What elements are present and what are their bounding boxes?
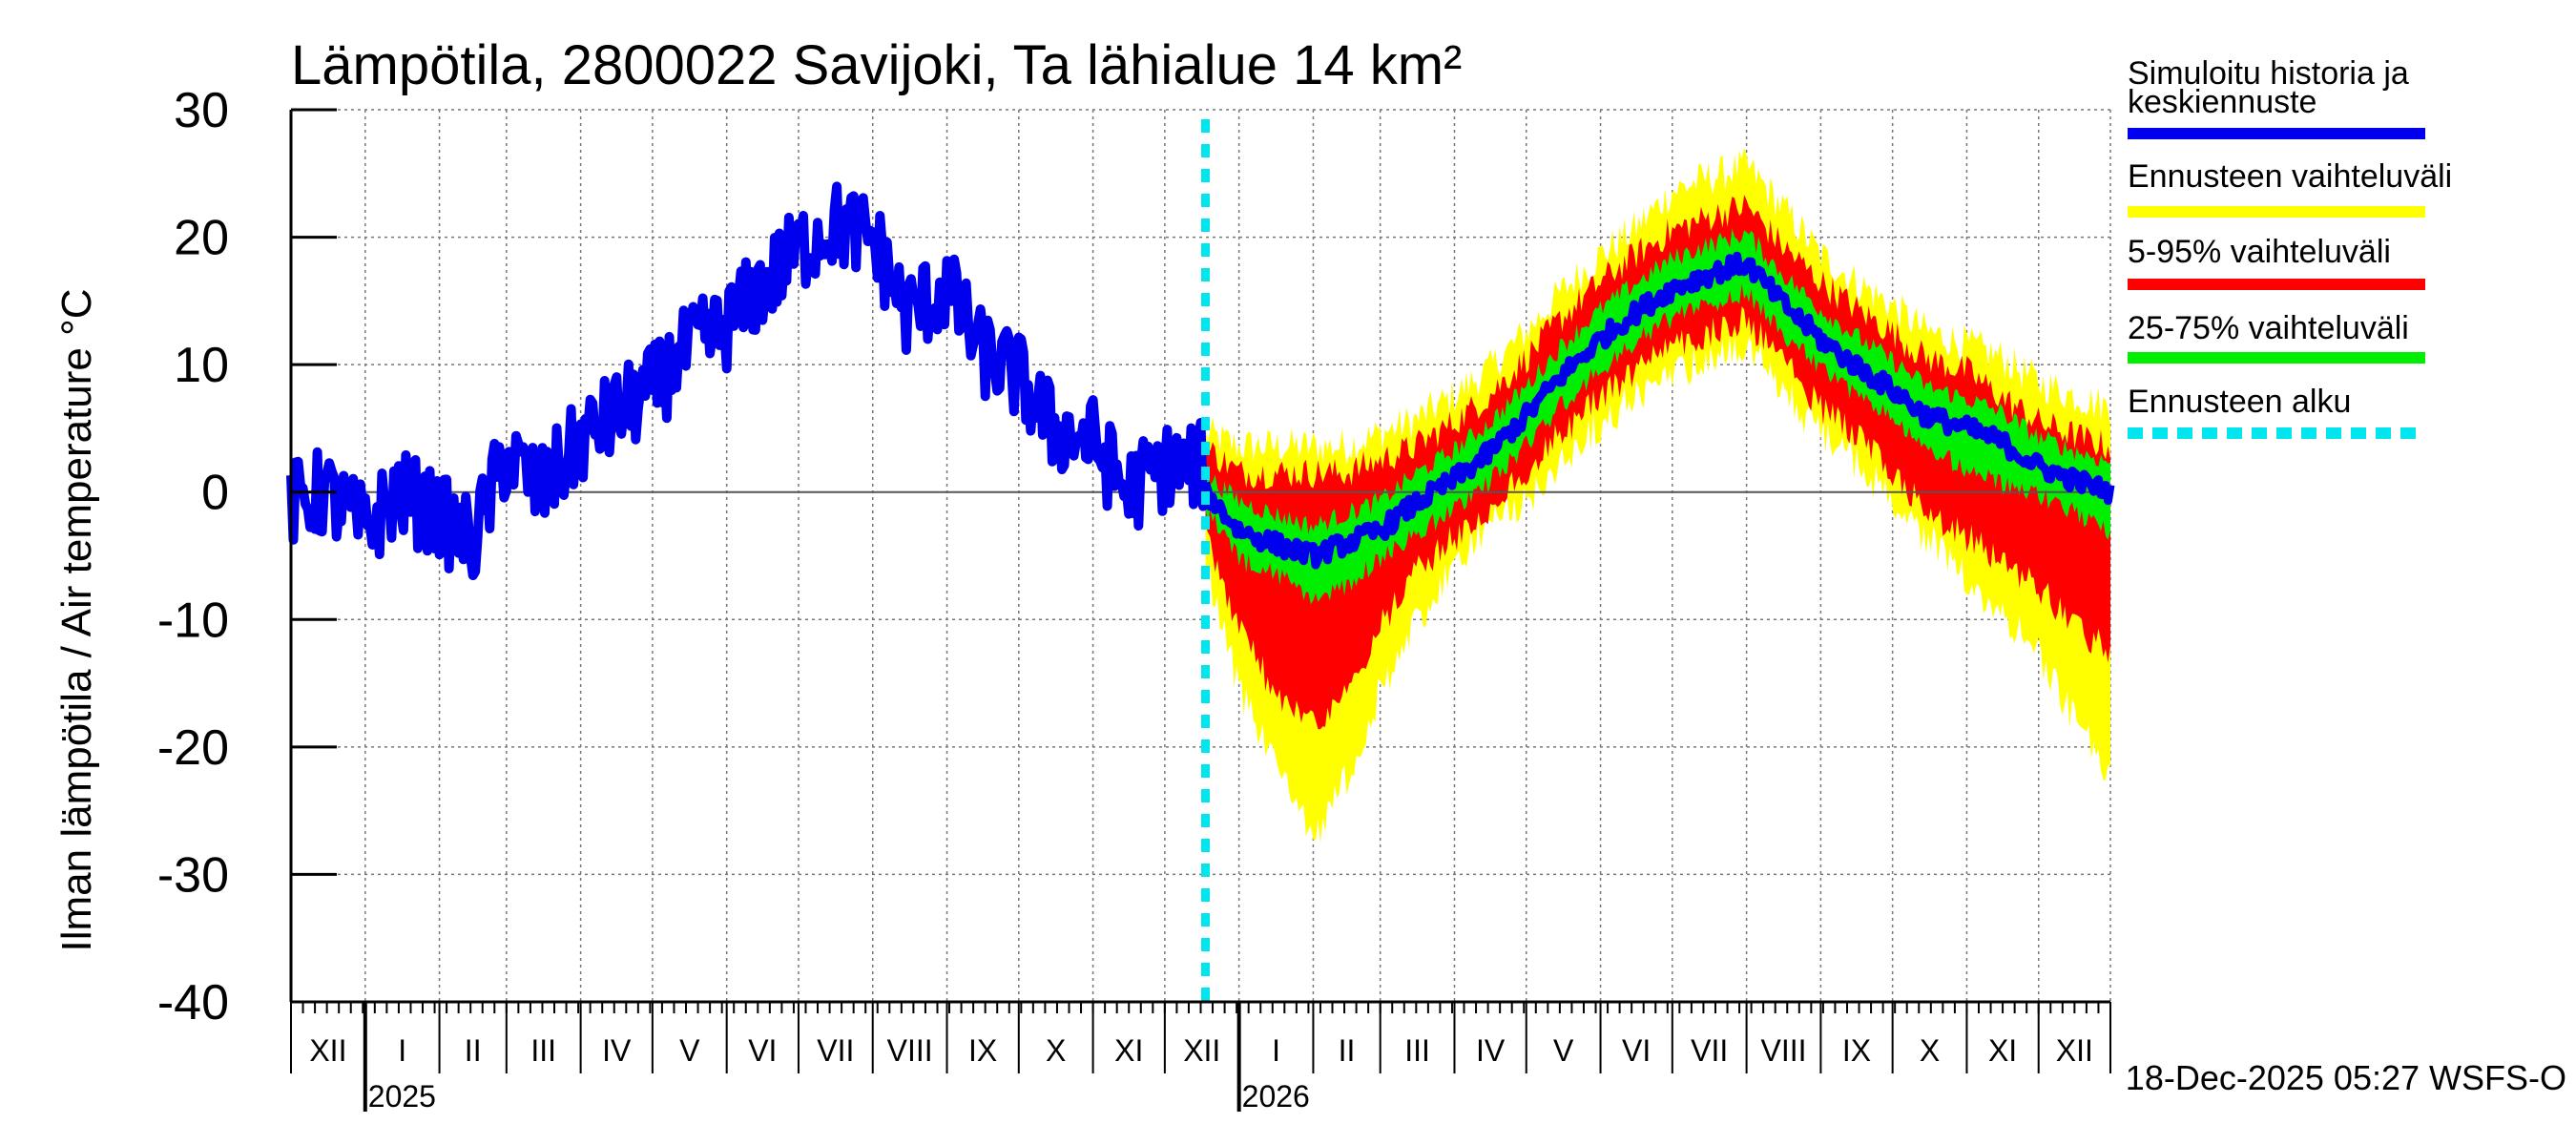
- y-tick-label: 30: [174, 83, 229, 138]
- month-label: VI: [748, 1033, 777, 1068]
- y-tick-label: -10: [157, 593, 229, 648]
- month-label: XI: [1114, 1033, 1143, 1068]
- year-label: 2026: [1242, 1079, 1310, 1114]
- year-label: 2025: [368, 1079, 436, 1114]
- month-label: II: [465, 1033, 482, 1068]
- legend-label: Simuloitu historia ja: [2128, 55, 2409, 92]
- month-label: IX: [968, 1033, 997, 1068]
- month-label: IV: [602, 1033, 632, 1068]
- month-label: VIII: [887, 1033, 933, 1068]
- y-tick-label: 20: [174, 211, 229, 266]
- month-label: X: [1046, 1033, 1066, 1068]
- range-band: [1205, 147, 2110, 843]
- month-label: III: [1404, 1033, 1430, 1068]
- y-axis-label: Ilman lämpötila / Air temperature °C: [53, 289, 100, 952]
- month-label: I: [1272, 1033, 1280, 1068]
- legend-label: keskiennuste: [2128, 84, 2316, 120]
- y-tick-label: 0: [201, 466, 229, 521]
- month-label: X: [1920, 1033, 1940, 1068]
- month-label: II: [1339, 1033, 1356, 1068]
- legend-label: 25-75% vaihteluväli: [2128, 310, 2409, 346]
- series-lines: [286, 119, 2115, 1002]
- forecast-bands: [1205, 147, 2110, 843]
- legend-label: 5-95% vaihteluväli: [2128, 234, 2391, 270]
- month-label: VII: [1691, 1033, 1728, 1068]
- y-tick-label: -40: [157, 975, 229, 1030]
- y-tick-label: 10: [174, 338, 229, 393]
- month-label: VI: [1622, 1033, 1651, 1068]
- month-label: VIII: [1760, 1033, 1806, 1068]
- timestamp-label: 18-Dec-2025 05:27 WSFS-O: [2126, 1058, 2566, 1097]
- month-label: IV: [1476, 1033, 1506, 1068]
- month-label: XI: [1988, 1033, 2017, 1068]
- history-line: [286, 181, 1211, 581]
- chart-title: Lämpötila, 2800022 Savijoki, Ta lähialue…: [291, 34, 1462, 96]
- y-tick-label: -20: [157, 720, 229, 776]
- month-label: IX: [1842, 1033, 1871, 1068]
- gridlines: [291, 109, 2111, 1002]
- month-label: V: [1553, 1033, 1574, 1068]
- legend-label: Ennusteen alku: [2128, 384, 2351, 420]
- month-label: I: [398, 1033, 406, 1068]
- month-label: XII: [309, 1033, 346, 1068]
- month-label: VII: [817, 1033, 854, 1068]
- median-line: [1201, 251, 2115, 570]
- month-label: III: [530, 1033, 556, 1068]
- legend-label: Ennusteen vaihteluväli: [2128, 158, 2452, 195]
- p25-75-band: [1205, 228, 2110, 605]
- y-tick-label: -30: [157, 847, 229, 903]
- month-label: XII: [1183, 1033, 1220, 1068]
- month-label: V: [679, 1033, 700, 1068]
- month-label: XII: [2056, 1033, 2093, 1068]
